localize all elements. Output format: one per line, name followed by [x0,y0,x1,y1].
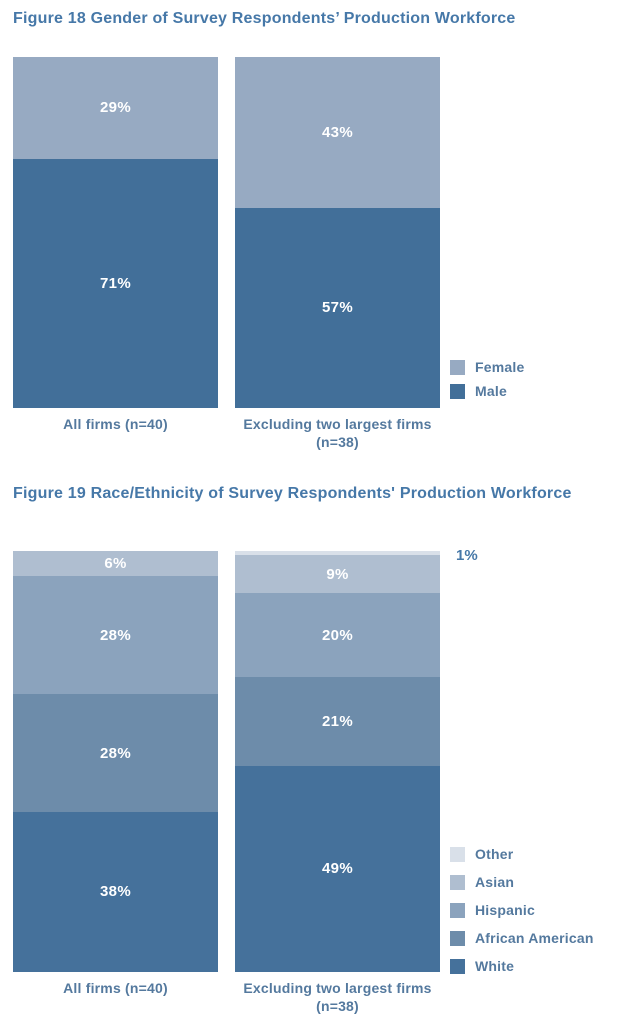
legend-item-label: Asian [475,874,515,890]
legend-item-label: Male [475,383,507,399]
category-label: All firms (n=40) [63,416,168,432]
bar-segment-white: 38% [13,812,218,972]
legend-item-male: Male [450,383,524,399]
stacked-bar: 1% 9% 20% 21% 49% [235,548,478,972]
figure-19-legend: Other Asian Hispanic African American White [450,846,594,974]
bar-segment-female: 43% [235,57,440,208]
segment-value-label: 49% [322,860,353,878]
segment-value-label: 28% [100,744,131,762]
segment-value-label: 6% [104,555,127,573]
bar-column-all-firms-n-40: 6% 28% 28% 38% All firms (n=40) [13,551,218,1015]
figure-19-bars: 6% 28% 28% 38% All firms (n=40) 1% 9% 20% 21% 49%… [13,548,478,1015]
figure-18-title: Figure 18 Gender of Survey Respondents’ … [13,10,516,27]
legend-swatch-male [450,383,465,399]
legend-swatch-other [450,846,465,862]
legend-swatch-asian [450,874,465,890]
segment-value-label: 29% [100,99,131,117]
segment-value-label: 71% [100,274,131,292]
category-label: All firms (n=40) [63,980,168,996]
segment-value-label: 43% [322,123,353,141]
bar-segment-female: 29% [13,57,218,159]
bar-segment-asian: 9% [235,555,440,594]
category-label: Excluding two largest firms (n=38) [243,980,432,1014]
segment-value-label: 21% [322,712,353,730]
bar-segment-male: 57% [235,207,440,408]
bar-column-excluding-two-largest-firms: 43% 57% Excluding two largest firms (n=38) [235,57,440,451]
bar-segment-asian: 6% [13,551,218,577]
figure-19-title: Figure 19 Race/Ethnicity of Survey Respo… [13,485,572,502]
bar-column-all-firms-n-40: 29% 71% All firms (n=40) [13,57,218,451]
bar-segment-other [235,551,440,556]
segment-value-label: 28% [100,626,131,644]
segment-value-label: 20% [322,626,353,644]
bar-segment-hispanic: 20% [235,593,440,678]
legend-swatch-female [450,359,465,375]
figure-18-chart: 29% 71% All firms (n=40) 43% 57% Excluding tw… [13,57,440,451]
legend-item-other: Other [450,846,594,862]
legend-item-african-american: African American [450,930,594,946]
bar-segment-african-american: 28% [13,694,218,812]
figure-18-legend: Female Male [450,359,524,399]
category-label: Excluding two largest firms (n=38) [243,416,432,450]
legend-item-label: Hispanic [475,902,535,918]
segment-value-label: 9% [326,565,349,583]
legend-item-white: White [450,958,594,974]
stacked-bar: 29% 71% [13,57,218,408]
segment-value-label: 38% [100,883,131,901]
figure-19-chart: 6% 28% 28% 38% All firms (n=40) 1% 9% 20% 21% 49%… [13,548,478,1015]
legend-swatch-hispanic [450,902,465,918]
stacked-bar: 43% 57% [235,57,440,408]
legend-swatch-white [450,958,465,974]
segment-value-label: 57% [322,299,353,317]
legend-item-hispanic: Hispanic [450,902,594,918]
legend-item-asian: Asian [450,874,594,890]
legend-item-label: Other [475,846,514,862]
segment-value-label-outside: 1% [456,547,478,564]
bar-segment-male: 71% [13,158,218,408]
legend-swatch-african-american [450,930,465,946]
legend-item-label: White [475,958,515,974]
legend-item-label: African American [475,930,594,946]
bar-column-excluding-two-largest-firms: 1% 9% 20% 21% 49% Excluding two largest firms… [235,548,478,1015]
figure-18-bars: 29% 71% All firms (n=40) 43% 57% Excluding tw… [13,57,440,451]
bar-segment-white: 49% [235,765,440,972]
legend-item-label: Female [475,359,525,375]
stacked-bar: 6% 28% 28% 38% [13,551,218,972]
legend-item-female: Female [450,359,524,375]
bar-segment-african-american: 21% [235,677,440,766]
bar-segment-hispanic: 28% [13,576,218,695]
